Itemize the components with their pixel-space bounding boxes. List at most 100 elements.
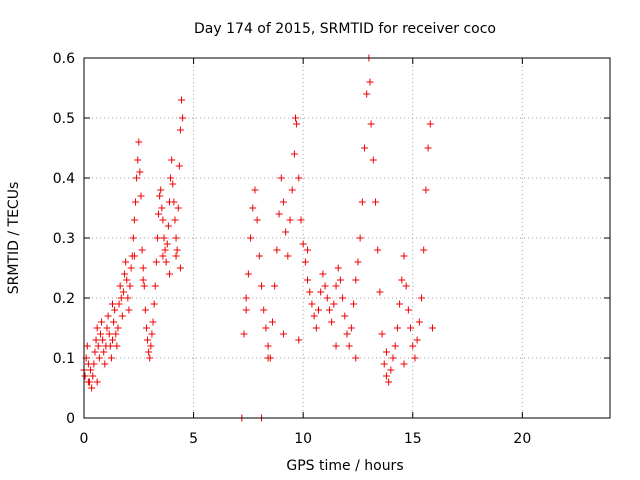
data-point (253, 216, 261, 224)
y-tick-label: 0.2 (53, 291, 75, 307)
data-point (402, 282, 410, 290)
data-point (139, 264, 147, 272)
data-point (358, 198, 366, 206)
data-point (98, 318, 106, 326)
data-point (240, 330, 248, 338)
data-point (150, 300, 158, 308)
data-point (126, 282, 134, 290)
x-tick-label: 20 (513, 431, 531, 447)
data-point (369, 156, 377, 164)
data-point (282, 228, 290, 236)
data-point (135, 138, 143, 146)
data-point (352, 354, 360, 362)
data-point (84, 378, 92, 386)
data-point (352, 276, 360, 284)
data-point (424, 144, 432, 152)
data-point (255, 252, 263, 260)
data-point (361, 144, 369, 152)
y-tick-label: 0 (66, 411, 75, 427)
data-point (247, 234, 255, 242)
data-point (312, 324, 320, 332)
data-point (426, 120, 434, 128)
data-point (382, 348, 390, 356)
y-tick-label: 0.1 (53, 351, 75, 367)
data-point (114, 324, 122, 332)
data-point (334, 264, 342, 272)
data-point (308, 300, 316, 308)
x-axis-label: GPS time / hours (286, 458, 403, 474)
y-tick-label: 0.4 (53, 171, 75, 187)
data-point (304, 246, 312, 254)
data-point (172, 234, 180, 242)
data-point (325, 306, 333, 314)
data-point (160, 234, 168, 242)
data-point (173, 246, 181, 254)
data-point (277, 174, 285, 182)
data-point (389, 354, 397, 362)
data-point (367, 120, 375, 128)
data-point (323, 294, 331, 302)
plot-frame (83, 57, 611, 419)
data-point (262, 324, 270, 332)
data-point (159, 252, 167, 260)
data-point (125, 306, 133, 314)
data-point (90, 360, 98, 368)
data-point (112, 330, 120, 338)
chart-title: Day 174 of 2015, SRMTID for receiver coc… (194, 21, 496, 37)
data-point (161, 246, 169, 254)
data-point (156, 192, 164, 200)
data-point (244, 270, 252, 278)
data-point (387, 366, 395, 374)
data-point (89, 372, 97, 380)
data-point (260, 306, 268, 314)
data-point (83, 342, 91, 350)
data-point (264, 342, 272, 350)
data-point (347, 324, 355, 332)
data-point (176, 264, 184, 272)
data-point (398, 276, 406, 284)
data-point (297, 216, 305, 224)
data-point (295, 174, 303, 182)
data-point (171, 216, 179, 224)
data-point (268, 318, 276, 326)
data-point (121, 270, 129, 278)
y-tick-label: 0.6 (53, 51, 75, 67)
x-tick-label: 5 (189, 431, 198, 447)
data-point (168, 156, 176, 164)
data-point (99, 336, 107, 344)
data-point (137, 192, 145, 200)
data-point (286, 216, 294, 224)
data-point (100, 348, 108, 356)
data-point (271, 282, 279, 290)
data-point (108, 300, 116, 308)
data-point (159, 216, 167, 224)
data-point (162, 258, 170, 266)
data-point (279, 330, 287, 338)
data-point (108, 336, 116, 344)
x-tick-label: 0 (80, 431, 89, 447)
data-point (136, 168, 144, 176)
data-point (409, 342, 417, 350)
data-point (130, 252, 138, 260)
data-point (411, 354, 419, 362)
data-point (293, 120, 301, 128)
data-point (88, 384, 96, 392)
y-tick-label: 0.3 (53, 231, 75, 247)
data-point (140, 282, 148, 290)
data-point (115, 300, 123, 308)
data-point (396, 300, 404, 308)
data-point (132, 198, 140, 206)
data-point (118, 312, 126, 320)
data-point (382, 372, 390, 380)
data-point (93, 378, 101, 386)
y-axis-ticks: 0 0.1 0.2 0.3 0.4 0.5 0.6 (53, 51, 610, 427)
data-point (151, 282, 159, 290)
data-point (165, 270, 173, 278)
data-point (363, 90, 371, 98)
data-point (163, 240, 171, 248)
data-point (122, 258, 130, 266)
data-point (385, 378, 393, 386)
data-point (116, 282, 124, 290)
data-point (93, 324, 101, 332)
data-point (179, 114, 187, 122)
